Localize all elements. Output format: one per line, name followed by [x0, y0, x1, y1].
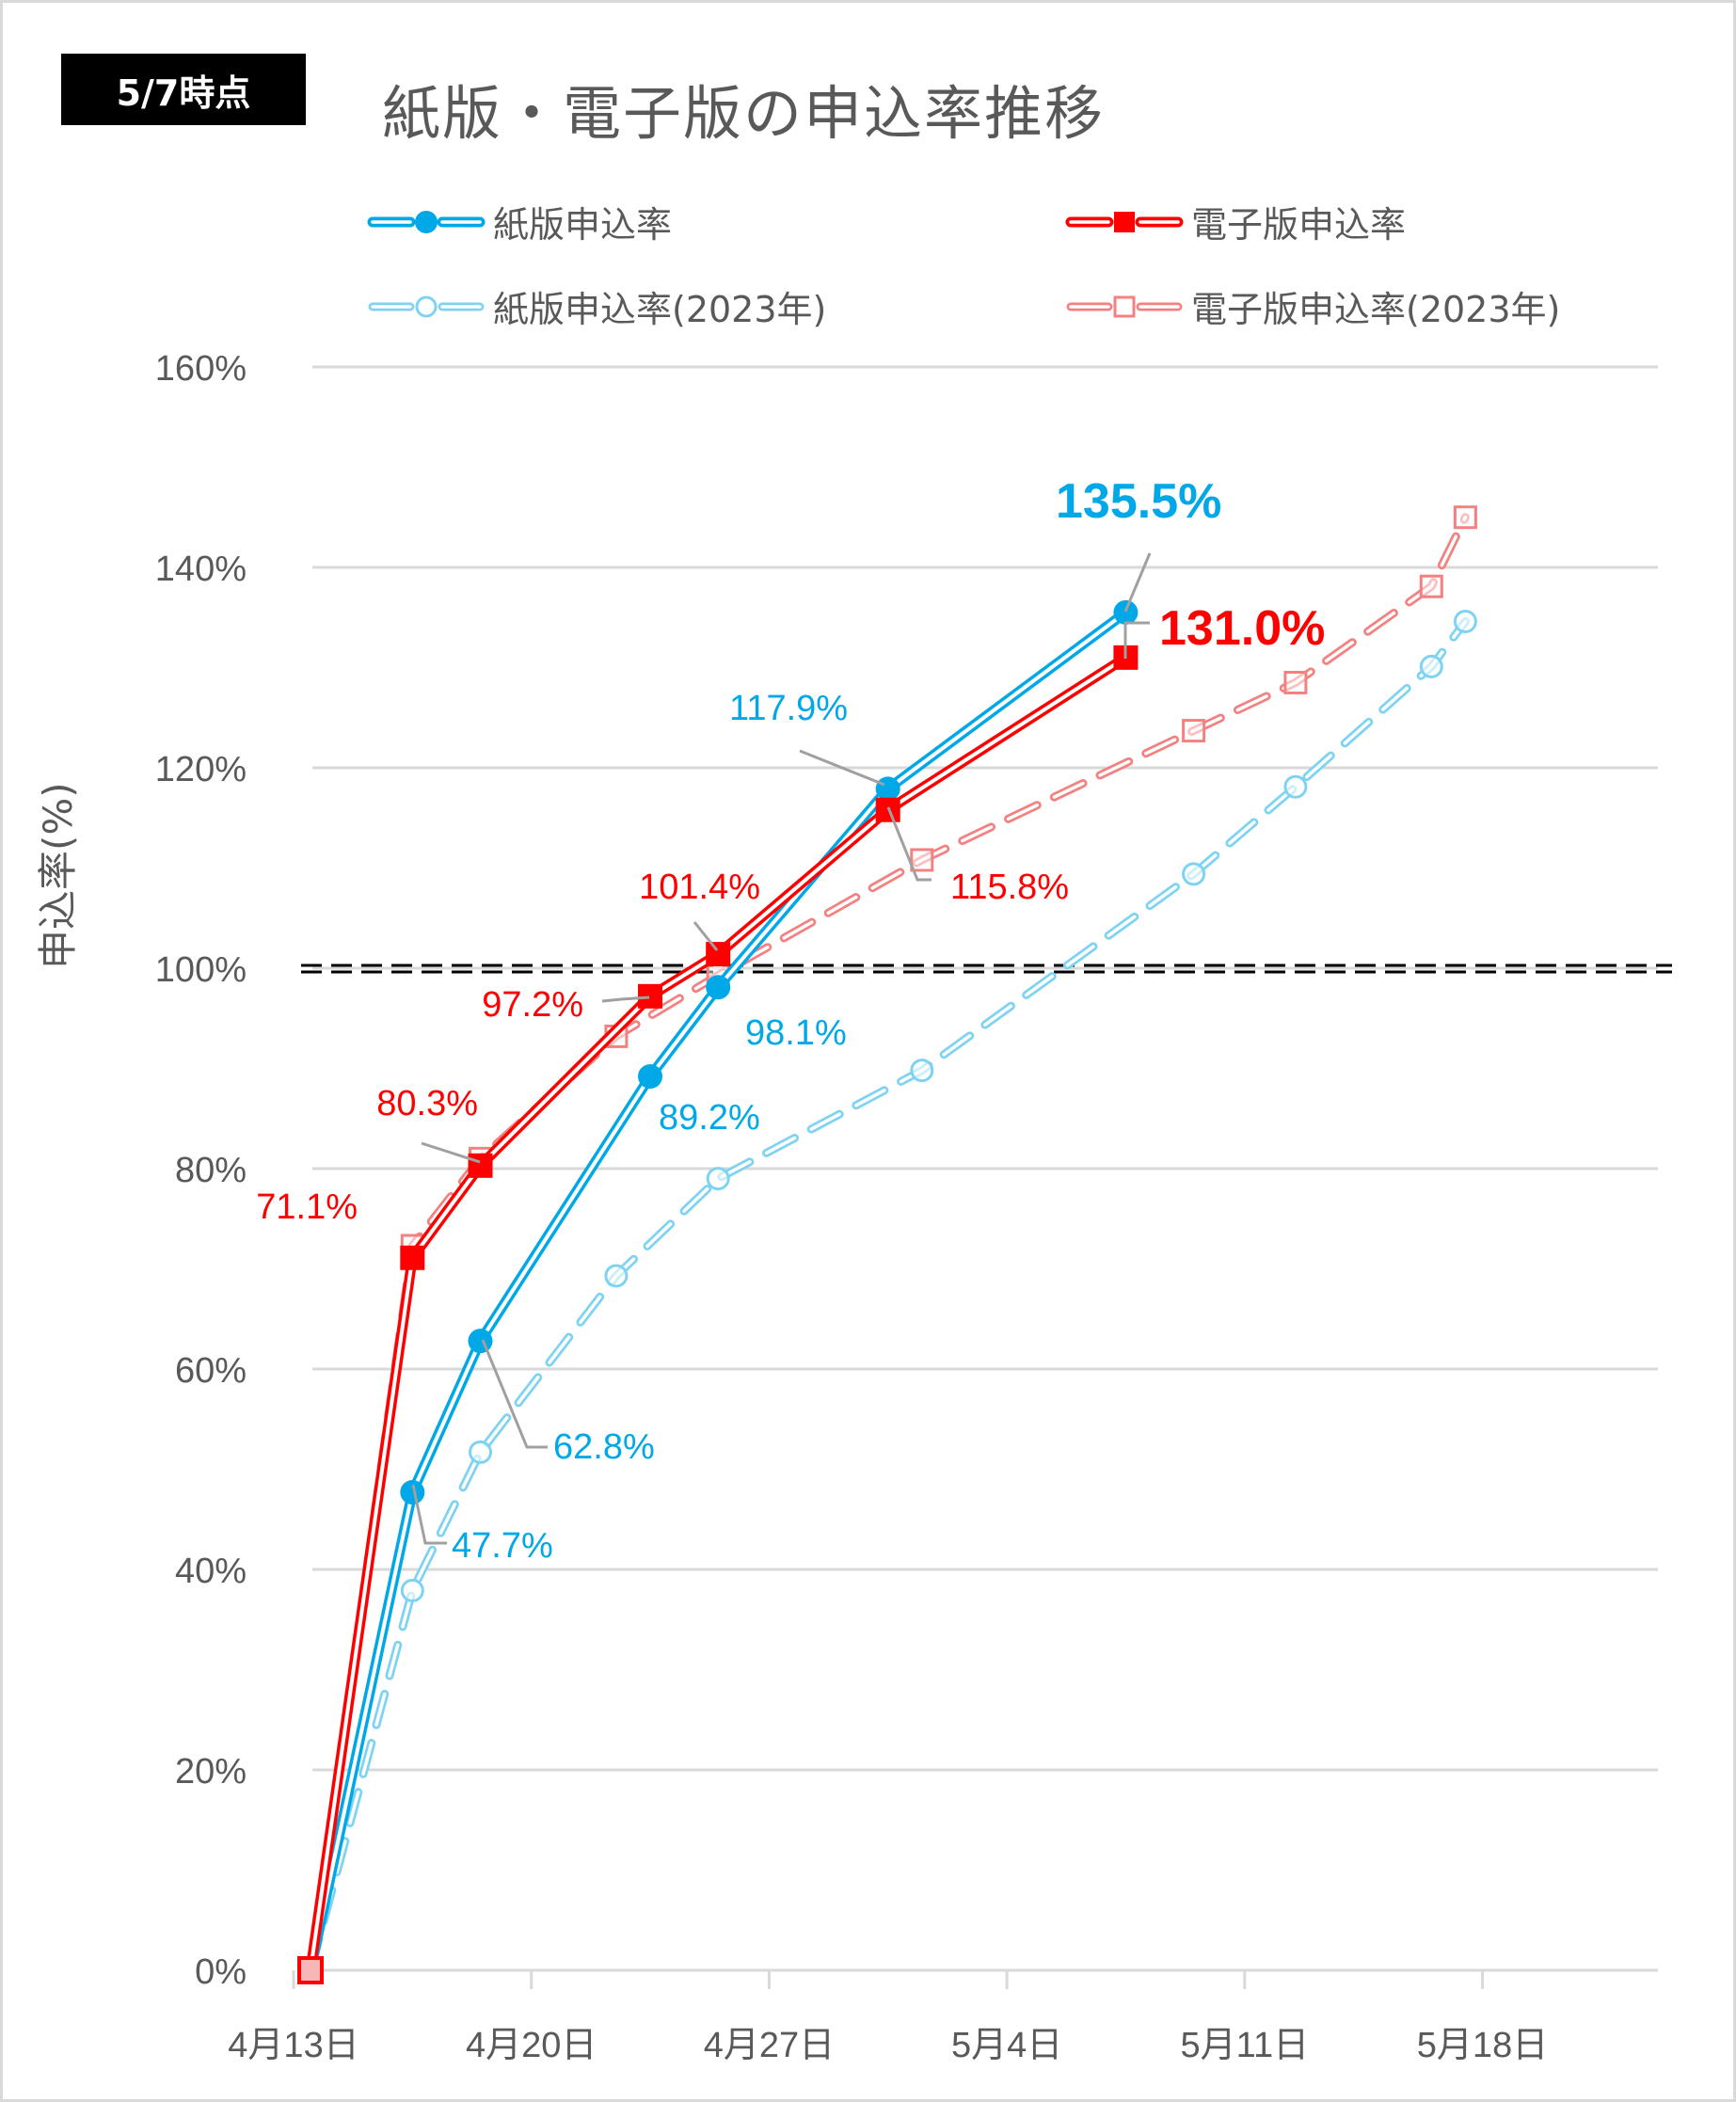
- legend-marker-digital-icon: [1065, 211, 1184, 232]
- data-point: [468, 1153, 493, 1178]
- data-point: [638, 983, 662, 1009]
- data-label-leader: [421, 1141, 481, 1164]
- data-point: [1182, 862, 1206, 886]
- y-tick-label: 100%: [155, 950, 247, 990]
- y-tick-label: 0%: [195, 1952, 247, 1992]
- data-label-leader: [1123, 621, 1150, 659]
- data-label: 131.0%: [1159, 601, 1325, 656]
- data-point: [400, 1479, 425, 1505]
- data-label: 101.4%: [639, 868, 760, 907]
- data-point: [604, 1264, 629, 1288]
- data-label: 97.2%: [482, 985, 583, 1025]
- legend-item-paper-2023: 紙版申込率(2023年): [365, 280, 826, 332]
- data-label: 117.9%: [729, 689, 848, 728]
- series-line-inner-1: [309, 655, 1128, 1972]
- data-label: 135.5%: [1056, 474, 1221, 529]
- data-point: [400, 1245, 425, 1270]
- legend-marker-digital-2023-icon: [1066, 295, 1183, 317]
- x-tick-label: 5月18日: [1417, 2026, 1548, 2065]
- legend-label: 電子版申込率(2023年): [1191, 289, 1561, 330]
- data-point: [400, 1578, 424, 1602]
- data-label: 71.1%: [256, 1187, 358, 1227]
- data-label-leader: [693, 921, 719, 951]
- data-point: [638, 1064, 662, 1090]
- data-label: 47.7%: [452, 1526, 553, 1566]
- data-label-leader: [601, 995, 650, 1003]
- series-line-3: [306, 513, 1470, 1975]
- data-point: [1283, 670, 1308, 694]
- series-line-0: [305, 607, 1131, 1976]
- legend-marker-paper-icon: [367, 210, 486, 233]
- data-point: [1453, 505, 1477, 530]
- data-label: 89.2%: [659, 1098, 760, 1138]
- data-point: [469, 1440, 492, 1464]
- data-point: [706, 1167, 730, 1191]
- legend-marker-paper-2023-icon: [368, 295, 485, 317]
- data-point: [1113, 599, 1139, 625]
- legend-item-digital: 電子版申込率: [1063, 196, 1406, 247]
- data-point: [1419, 574, 1443, 598]
- series-line-inner-0: [309, 610, 1128, 1972]
- series-line-2: [306, 617, 1470, 1975]
- legend-label: 電子版申込率: [1191, 204, 1407, 246]
- x-tick-label: 5月4日: [951, 2026, 1062, 2065]
- data-label-leader: [886, 806, 932, 882]
- data-point: [910, 848, 934, 872]
- data-label-leader: [1123, 552, 1152, 613]
- data-point: [1419, 654, 1443, 678]
- data-point: [468, 1329, 493, 1354]
- series-line-inner-3: [309, 516, 1468, 1972]
- legend-item-paper: 紙版申込率: [365, 196, 672, 247]
- y-tick-label: 20%: [175, 1752, 247, 1791]
- data-label: 98.1%: [745, 1013, 847, 1053]
- y-tick-label: 160%: [155, 349, 247, 389]
- y-tick-label: 80%: [175, 1151, 247, 1190]
- data-label: 115.8%: [950, 868, 1069, 907]
- series-line-1: [305, 652, 1131, 1976]
- data-point: [1182, 719, 1206, 743]
- data-point: [910, 1059, 934, 1083]
- legend-label: 紙版申込率(2023年): [493, 289, 827, 330]
- data-point: [297, 1956, 324, 1984]
- chart-title: 紙版・電子版の申込率推移: [381, 79, 1105, 148]
- data-point: [706, 942, 731, 967]
- x-tick-label: 4月20日: [466, 2026, 597, 2065]
- data-label-leader: [799, 749, 885, 787]
- data-point: [1453, 610, 1477, 634]
- data-point: [1283, 774, 1308, 799]
- series-line-inner-2: [309, 619, 1468, 1972]
- y-tick-label: 40%: [175, 1552, 247, 1591]
- legend-label: 紙版申込率: [493, 204, 673, 246]
- data-point: [875, 776, 900, 802]
- x-tick-label: 4月13日: [228, 2026, 358, 2065]
- y-tick-label: 120%: [155, 750, 247, 789]
- date-badge: 5/7時点: [61, 54, 306, 125]
- data-label: 62.8%: [553, 1427, 655, 1467]
- x-tick-label: 4月27日: [704, 2026, 835, 2065]
- legend-item-digital-2023: 電子版申込率(2023年): [1063, 280, 1560, 332]
- data-label-leader: [481, 1339, 548, 1449]
- data-label: 80.3%: [376, 1084, 478, 1123]
- x-tick-label: 5月11日: [1181, 2026, 1310, 2065]
- y-tick-label: 140%: [155, 549, 247, 589]
- y-tick-label: 60%: [175, 1351, 247, 1391]
- data-label-leader: [411, 1484, 447, 1545]
- data-point: [706, 975, 731, 1000]
